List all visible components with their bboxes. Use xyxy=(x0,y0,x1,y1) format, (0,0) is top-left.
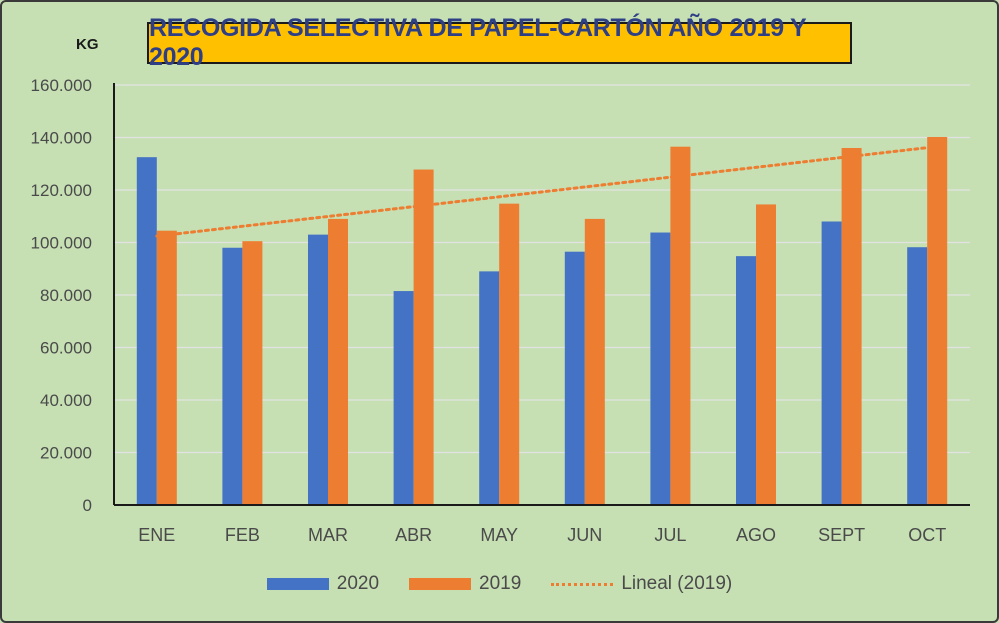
x-tick-label: SEPT xyxy=(818,525,865,545)
y-tick-label: 160.000 xyxy=(31,76,92,95)
bar-2020-mar xyxy=(308,234,328,505)
x-tick-label: ENE xyxy=(138,525,175,545)
chart-legend: 2020 2019 Lineal (2019) xyxy=(0,570,999,598)
legend-label-2020: 2020 xyxy=(336,573,380,594)
trendline-2019 xyxy=(155,146,929,238)
y-tick-label: 0 xyxy=(83,496,92,515)
bar-2019-sept xyxy=(841,148,862,505)
y-tick-label: 40.000 xyxy=(40,391,92,410)
y-tick-label: 80.000 xyxy=(40,286,92,305)
chart-title: RECOGIDA SELECTIVA DE PAPEL-CARTÓN AÑO 2… xyxy=(147,14,852,71)
y-axis-unit-label: KG xyxy=(76,36,99,53)
x-tick-label: OCT xyxy=(908,525,946,545)
y-tick-label: 120.000 xyxy=(31,181,92,200)
bar-2020-jun xyxy=(564,251,585,505)
legend-label-2019: 2019 xyxy=(479,573,522,594)
legend-swatch-trendline xyxy=(551,582,614,586)
bar-2020-jul xyxy=(650,232,671,505)
bar-2019-jul xyxy=(670,146,691,505)
bar-2020-abr xyxy=(393,291,414,505)
y-tick-label: 60.000 xyxy=(40,339,92,358)
x-tick-label: MAY xyxy=(480,525,518,545)
bar-2019-abr xyxy=(413,169,434,505)
bar-2020-oct xyxy=(907,247,928,505)
bar-2019-may xyxy=(499,203,520,505)
legend-label-trendline: Lineal (2019) xyxy=(621,573,733,594)
bar-2020-ago xyxy=(736,256,756,505)
legend-item-2020: 2020 xyxy=(266,573,380,595)
y-tick-label: 20.000 xyxy=(40,444,92,463)
bar-2020-may xyxy=(479,271,500,505)
y-tick-label: 100.000 xyxy=(31,234,92,253)
bar-2019-ene xyxy=(156,230,177,505)
x-tick-label: MAR xyxy=(308,525,348,545)
bar-2019-ago xyxy=(756,204,776,505)
legend-swatch-2019 xyxy=(409,578,472,590)
x-tick-label: AGO xyxy=(736,525,776,545)
x-tick-label: ABR xyxy=(395,525,432,545)
y-tick-label: 140.000 xyxy=(31,129,92,148)
x-tick-label: JUN xyxy=(567,525,602,545)
bar-2019-feb xyxy=(242,241,263,505)
bar-2020-sept xyxy=(821,221,842,505)
legend-item-2019: 2019 xyxy=(409,573,521,595)
x-tick-label: FEB xyxy=(225,525,260,545)
bar-2020-feb xyxy=(222,247,243,505)
bar-2019-jun xyxy=(584,218,605,505)
bar-2019-mar xyxy=(328,218,348,505)
legend-swatch-2020 xyxy=(266,578,329,590)
x-tick-label: JUL xyxy=(654,525,686,545)
legend-item-trendline: Lineal (2019) xyxy=(551,573,732,595)
bar-2020-ene xyxy=(136,157,157,505)
bar-2019-oct xyxy=(927,136,948,505)
